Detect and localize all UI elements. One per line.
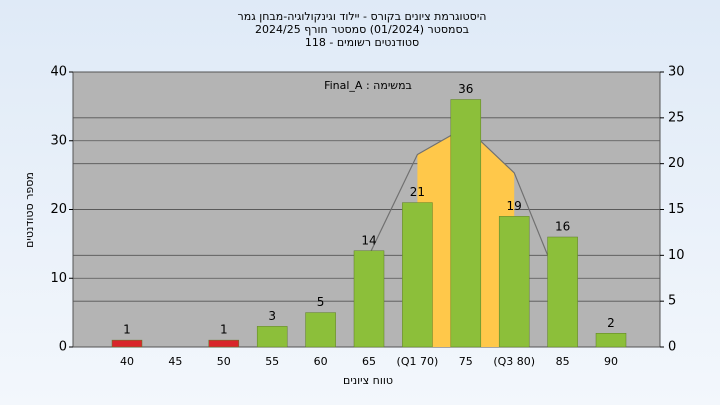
data-label: 16 [555, 220, 570, 234]
x-tick-label: (Q1 70) [397, 355, 439, 368]
x-tick-label: 85 [556, 355, 570, 368]
x-tick-label: 45 [168, 355, 182, 368]
x-axis-label: טווח ציונים [343, 374, 393, 387]
bar [111, 339, 143, 348]
bar [595, 333, 627, 348]
x-tick-label: 90 [604, 355, 618, 368]
chart-subtitle: סטודנטים רשומים - 118 [305, 36, 419, 49]
bar [353, 250, 385, 348]
bar [450, 99, 482, 348]
data-label: 14 [361, 233, 376, 247]
bar [402, 202, 433, 348]
x-tick-label: 50 [217, 355, 231, 368]
data-label: 5 [317, 295, 325, 309]
x-tick-label: 60 [314, 355, 328, 368]
y2-tick-label: 25 [668, 110, 685, 125]
y-tick-label: 30 [50, 133, 67, 148]
bar [256, 326, 288, 348]
chart-subtitle: בסמסטר (01/2024) סמסטר חורף 2024/25 [255, 23, 469, 36]
chart-title: היסטוגרמת ציונים בקורס - יילוד וגינקולוג… [238, 10, 487, 23]
y2-tick-label: 0 [668, 340, 676, 355]
y-tick-label: 40 [50, 65, 67, 80]
x-tick-label: 40 [120, 355, 134, 368]
data-label: 36 [458, 82, 473, 96]
x-tick-label: 55 [265, 355, 279, 368]
data-label: 19 [507, 199, 522, 213]
bar [305, 312, 336, 348]
data-label: 1 [123, 323, 131, 337]
x-tick-label: 75 [459, 355, 473, 368]
data-label: 1 [220, 323, 228, 337]
y2-tick-label: 30 [668, 65, 685, 80]
bar [547, 236, 578, 348]
bar [498, 216, 530, 348]
y2-tick-label: 15 [668, 202, 685, 217]
y-axis-label: מספר סטודנטים [23, 172, 36, 248]
y2-tick-label: 10 [668, 248, 685, 263]
bar [208, 339, 240, 348]
x-tick-label: 65 [362, 355, 376, 368]
annotation: Final_A : במשימה [324, 79, 412, 92]
x-tick-label: (Q3 80) [493, 355, 535, 368]
data-label: 2 [607, 316, 615, 330]
y-tick-label: 10 [50, 271, 67, 286]
data-label: 21 [410, 185, 425, 199]
y-tick-label: 0 [59, 340, 67, 355]
y-tick-label: 20 [50, 202, 67, 217]
data-label: 3 [268, 309, 276, 323]
y2-tick-label: 20 [668, 156, 685, 171]
y2-tick-label: 5 [668, 294, 676, 309]
